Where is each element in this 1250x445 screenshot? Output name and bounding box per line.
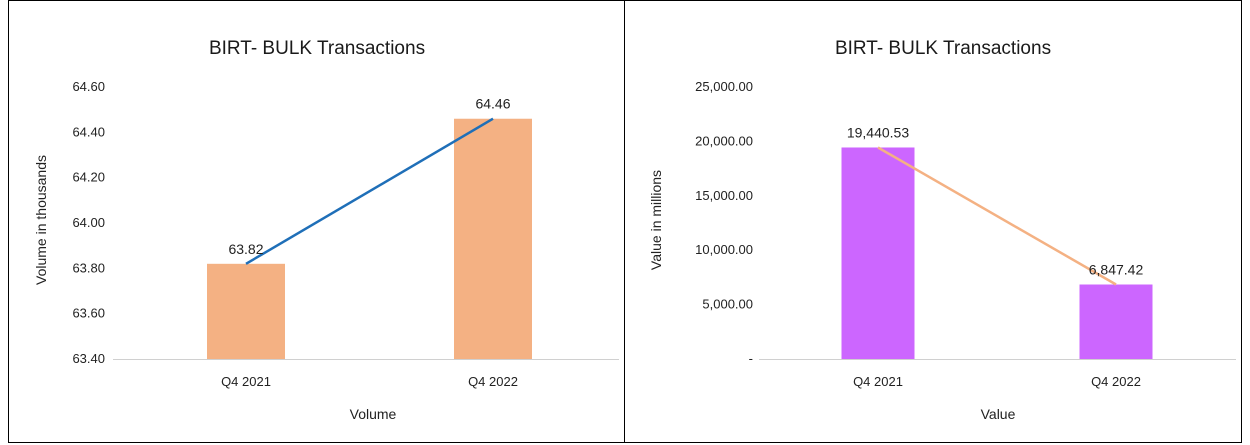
y-tick-label: 63.60 [72,306,105,321]
x-tick-label: Q4 2021 [221,374,271,389]
trend-line [245,117,494,265]
data-label: 19,440.53 [847,124,909,140]
data-label: 64.46 [475,96,510,112]
chart-title: BIRT- BULK Transactions [209,38,425,59]
y-tick-labels: 63.40 63.60 63.80 64.00 64.20 64.40 64.60 [72,79,105,366]
chart-panel-value: BIRT- BULK Transactions - 5,000.00 10,000.… [625,0,1242,443]
y-tick-label: - [749,351,753,366]
y-tick-label: 63.80 [72,260,105,275]
y-tick-label: 15,000.00 [695,188,753,203]
y-tick-label: 20,000.00 [695,133,753,148]
bar [1079,284,1153,359]
bar [207,263,285,359]
y-tick-label: 25,000.00 [695,79,753,94]
x-tick-labels: Q4 2021 Q4 2022 [853,374,1141,389]
data-labels: 63.82 64.46 [228,96,510,257]
y-tick-label: 64.40 [72,124,105,139]
x-tick-label: Q4 2022 [468,374,518,389]
data-label: 63.82 [228,241,263,257]
value-chart-svg: BIRT- BULK Transactions - 5,000.00 10,000.… [648,38,1236,422]
x-axis-title: Volume [350,406,397,422]
y-tick-label: 64.20 [72,170,105,185]
y-tick-label: 64.00 [72,215,105,230]
bars [841,147,1153,359]
x-tick-label: Q4 2021 [853,374,903,389]
x-axis-title: Value [981,406,1016,422]
data-labels: 19,440.53 6,847.42 [847,124,1144,277]
bars [207,118,532,359]
chart-title: BIRT- BULK Transactions [835,38,1051,59]
chart-panel-volume: BIRT- BULK Transactions 63.40 63.60 63.80 6… [8,0,625,443]
x-tick-labels: Q4 2021 Q4 2022 [221,374,518,389]
trend-line [877,146,1117,286]
y-tick-label: 63.40 [72,351,105,366]
y-tick-label: 10,000.00 [695,242,753,257]
y-axis-title: Value in millions [648,170,664,270]
x-tick-label: Q4 2022 [1091,374,1141,389]
data-label: 6,847.42 [1089,262,1144,278]
y-tick-label: 64.60 [72,79,105,94]
y-axis-title: Volume in thousands [33,155,49,285]
bar [841,147,915,359]
bar [454,118,532,359]
volume-chart-svg: BIRT- BULK Transactions 63.4063.6063.806… [33,38,619,422]
y-tick-labels: - 5,000.00 10,000.00 15,000.00 20,000.00 25,0… [695,79,753,366]
y-tick-label: 5,000.00 [702,297,753,312]
